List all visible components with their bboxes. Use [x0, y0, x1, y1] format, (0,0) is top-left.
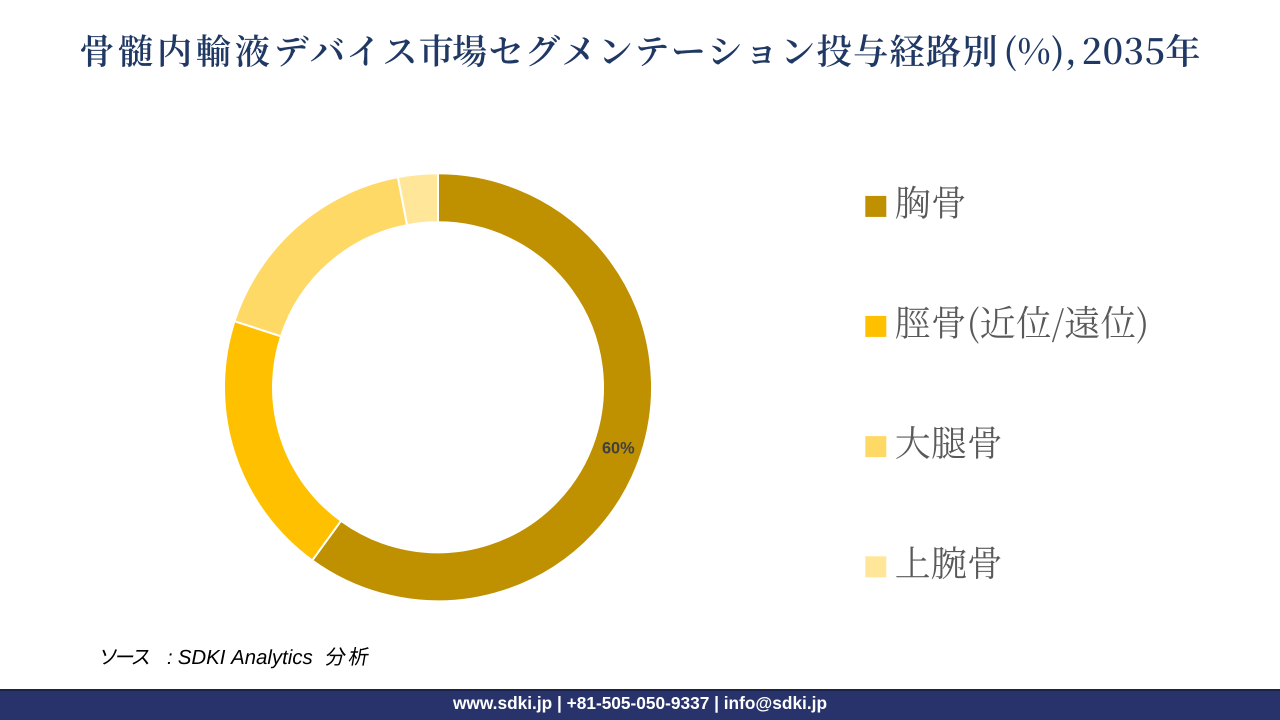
svg-text:60%: 60%	[602, 439, 635, 457]
